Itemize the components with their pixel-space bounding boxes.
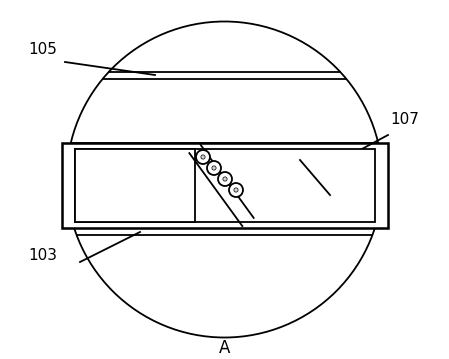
Circle shape (218, 172, 232, 186)
Circle shape (212, 166, 216, 170)
Circle shape (234, 188, 238, 192)
Circle shape (201, 155, 205, 159)
Circle shape (223, 177, 227, 181)
Text: 103: 103 (28, 247, 57, 262)
Bar (75, 149, 195, 222)
Text: 107: 107 (390, 112, 419, 127)
Circle shape (229, 183, 243, 197)
Text: 105: 105 (28, 42, 57, 57)
Circle shape (196, 150, 210, 164)
Bar (75, 149, 375, 222)
Circle shape (207, 161, 221, 175)
Text: A: A (219, 339, 230, 357)
Bar (62, 143, 388, 228)
